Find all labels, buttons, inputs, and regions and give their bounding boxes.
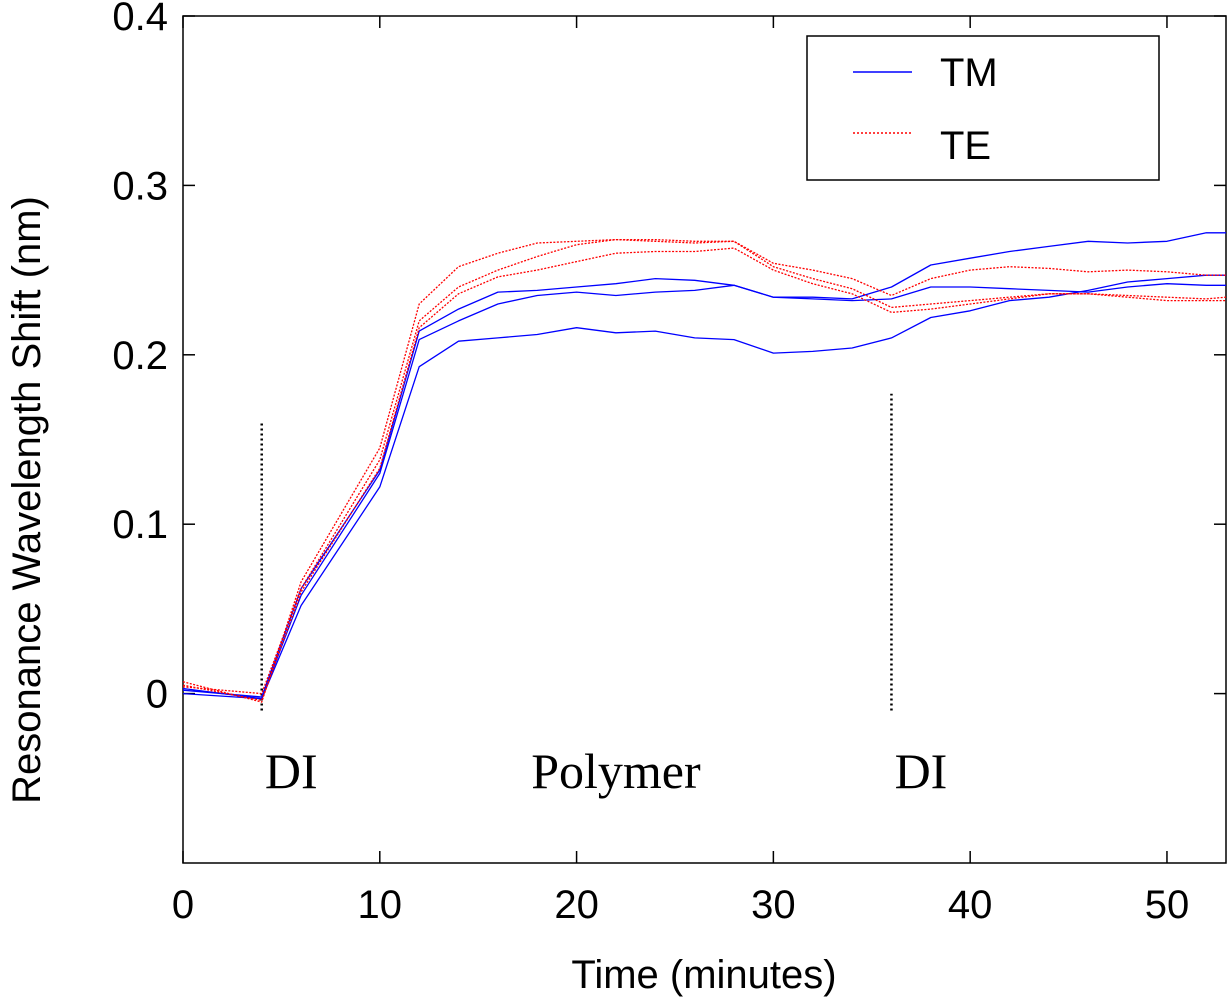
- plot-area-frame: [182, 15, 1227, 864]
- event-markers: [260, 393, 893, 711]
- series-line-tm-1: [182, 283, 1226, 700]
- series-line-tm-0: [182, 232, 1226, 698]
- x-tick-label: 10: [358, 883, 403, 927]
- y-tick-label: 0.2: [112, 334, 168, 378]
- legend: TM TE: [806, 35, 1160, 181]
- legend-label-tm: TM: [940, 51, 998, 95]
- x-tick-label: 50: [1145, 883, 1190, 927]
- data-series: [182, 232, 1227, 703]
- y-tick-label: 0.1: [112, 503, 168, 547]
- axis-ticks: 0 10 20 30 40 50 0 0.1 0.2 0.3 0.4: [112, 0, 1226, 927]
- series-line-tm-2: [182, 274, 1226, 700]
- x-tick-label: 40: [948, 883, 993, 927]
- x-tick-label: 30: [751, 883, 796, 927]
- legend-label-te: TE: [940, 124, 991, 168]
- annotation-di: DI: [895, 743, 948, 799]
- annotation-polymer: Polymer: [531, 743, 701, 799]
- series-line-te-3: [182, 238, 1226, 703]
- series-line-te-4: [182, 238, 1226, 695]
- y-tick-label: 0.4: [112, 0, 168, 39]
- x-tick-label: 20: [554, 883, 599, 927]
- annotation-di: DI: [265, 743, 318, 799]
- y-axis-title: Resonance Wavelength Shift (nm): [5, 196, 49, 804]
- y-tick-label: 0: [146, 673, 168, 717]
- legend-box: [806, 35, 1160, 181]
- y-tick-label: 0.3: [112, 164, 168, 208]
- x-axis-title: Time (minutes): [571, 953, 836, 997]
- series-line-te-5: [182, 247, 1227, 702]
- phase-annotations: DI Polymer DI: [265, 743, 948, 799]
- x-tick-label: 0: [172, 883, 194, 927]
